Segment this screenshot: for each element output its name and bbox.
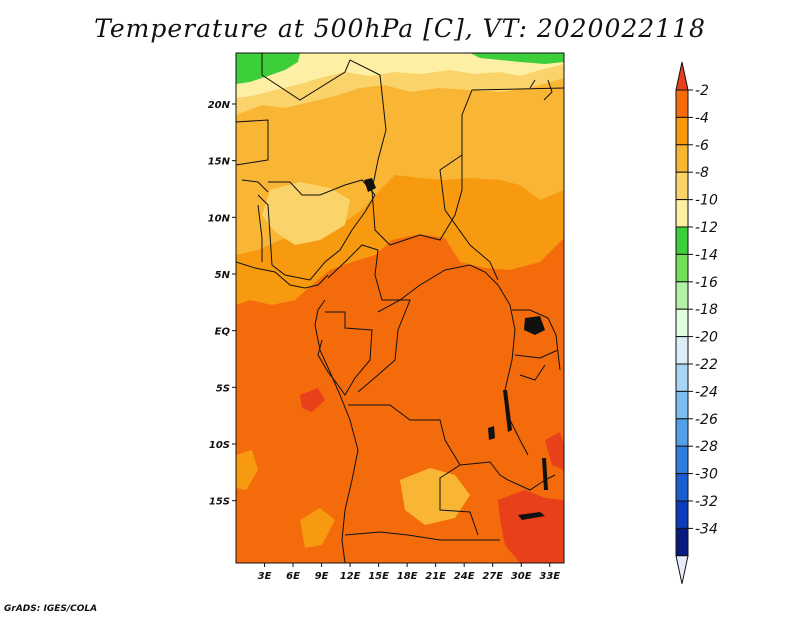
- border-coast-atlantic: [314, 299, 359, 564]
- lake-malawi: [542, 458, 548, 490]
- colorbar-label: -28: [695, 439, 718, 455]
- colorbar-label: -2: [695, 83, 709, 99]
- colorbar-bin: [675, 116, 689, 146]
- lake-kariba: [518, 512, 545, 520]
- lon-tick-label: 12E: [340, 571, 361, 582]
- lake-tanganyika: [503, 390, 512, 432]
- lon-tick-label: 21E: [425, 571, 446, 582]
- colorbar-bin: [675, 527, 689, 557]
- border-chad-sudan: [439, 154, 499, 281]
- border-east-lakes: [512, 309, 561, 381]
- border-misc: [241, 79, 553, 262]
- lon-tick-label: 24E: [454, 571, 475, 582]
- border-nigeria: [257, 194, 376, 281]
- colorbar-label: -18: [695, 302, 718, 318]
- field-patch-south-3: [236, 450, 258, 490]
- field-contour-minus2-east: [545, 432, 564, 470]
- latitude-axis: 20N 15N 10N 5N EQ 5S 10S 15S: [208, 100, 236, 508]
- colorbar-label: -20: [695, 330, 718, 346]
- lake-victoria: [524, 316, 545, 335]
- colorbar-label: -16: [695, 275, 718, 291]
- colorbar-bin: [675, 363, 689, 392]
- longitude-axis: 3E 6E 9E 12E 15E 18E 21E 24E 27E 30E 33E: [258, 563, 560, 582]
- lon-tick-label: 15E: [368, 571, 389, 582]
- border-drc-east: [497, 284, 529, 456]
- lake-chad: [364, 178, 376, 192]
- lat-tick-label: 10N: [208, 213, 231, 224]
- border-cameroon: [327, 244, 499, 301]
- field-patch-sahel: [262, 182, 350, 245]
- border-angola: [348, 404, 479, 536]
- lat-tick-label: 15N: [208, 157, 231, 168]
- colorbar: -2 -4 -6 -8 -10 -12 -14 -16 -18 -20 -22 -24 -26 -28 -3…: [675, 61, 718, 584]
- colorbar-label: -30: [695, 467, 718, 483]
- lat-tick-label: 5N: [215, 270, 231, 281]
- border-coast-gulf: [235, 261, 329, 289]
- colorbar-label: -22: [695, 357, 718, 373]
- colorbar-bin: [675, 390, 689, 420]
- colorbar-bin: [675, 336, 689, 365]
- colorbar-top-arrow: [675, 61, 689, 91]
- colorbar-label: -24: [695, 384, 718, 400]
- colorbar-bin: [675, 281, 689, 310]
- field-contour-minus2-southeast: [498, 490, 564, 563]
- field-contour-minus2-coast: [300, 388, 325, 412]
- colorbar-label: -6: [695, 138, 709, 154]
- colorbar-label: -32: [695, 494, 718, 510]
- colorbar-bin: [675, 199, 689, 228]
- colorbar-bin: [675, 171, 689, 201]
- colorbar-label: -26: [695, 412, 718, 428]
- lon-tick-label: 30E: [511, 571, 532, 582]
- border-congo-river: [357, 299, 411, 393]
- colorbar-bin: [675, 144, 689, 173]
- colorbar-bin: [675, 445, 689, 475]
- map-title: Temperature at 500hPa [C], VT: 202002211…: [94, 14, 706, 43]
- colorbar-bin: [675, 473, 689, 502]
- colorbar-label: -4: [695, 110, 709, 126]
- colorbar-bin: [675, 418, 689, 447]
- lon-tick-label: 9E: [315, 571, 329, 582]
- border-north-africa: [261, 53, 565, 246]
- colorbar-label: -12: [695, 220, 718, 236]
- lake-mweru: [488, 426, 495, 440]
- colorbar-bin: [675, 253, 689, 283]
- colorbar-label: -10: [695, 193, 718, 209]
- lat-tick-label: 10S: [209, 440, 230, 451]
- colorbar-bin: [675, 500, 689, 529]
- field-contour-minus12-west: [236, 53, 300, 84]
- lat-tick-label: 15S: [209, 497, 230, 508]
- lat-tick-label: 20N: [208, 100, 231, 111]
- lon-tick-label: 3E: [258, 571, 272, 582]
- country-borders: [235, 53, 565, 564]
- colorbar-bottom-arrow: [675, 555, 689, 584]
- lon-tick-label: 27E: [482, 571, 503, 582]
- lake-marks: [364, 178, 548, 520]
- map-frame: [235, 52, 565, 564]
- temperature-map: [235, 52, 565, 564]
- lat-tick-label: 5S: [216, 383, 230, 394]
- field-contour-minus12-east: [470, 53, 564, 64]
- grads-credit: GrADS: IGES/COLA: [4, 604, 98, 614]
- colorbar-bin: [675, 308, 689, 338]
- field-patch-south-2: [300, 508, 335, 548]
- lon-tick-label: 33E: [539, 571, 560, 582]
- colorbar-label: -8: [695, 165, 709, 181]
- colorbar-bin: [675, 89, 689, 118]
- colorbar-label: -14: [695, 247, 718, 263]
- lon-tick-label: 6E: [286, 571, 300, 582]
- border-namibia: [344, 531, 500, 541]
- border-congo-gabon: [317, 311, 373, 396]
- lon-tick-label: 18E: [397, 571, 418, 582]
- border-west-africa: [235, 119, 376, 196]
- lat-tick-label: EQ: [215, 327, 231, 338]
- colorbar-bin: [675, 226, 689, 255]
- colorbar-label: -34: [695, 521, 718, 537]
- field-contour-minus10: [236, 53, 564, 98]
